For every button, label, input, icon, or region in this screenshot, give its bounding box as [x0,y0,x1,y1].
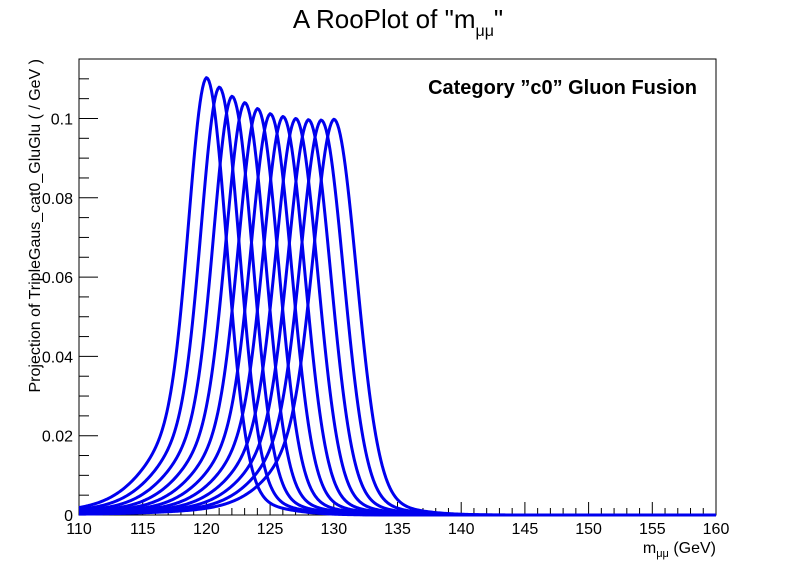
x-tick-label: 125 [257,521,284,538]
curve-m121 [78,85,717,517]
y-tick-label: 0.02 [42,429,73,446]
curve-m127 [78,116,717,517]
curve-m130 [78,117,717,517]
x-tick-label: 150 [575,521,602,538]
curve-m124 [78,107,717,517]
x-tick-label: 115 [130,521,156,538]
x-tick-label: 130 [320,521,347,538]
y-tick-label: 0.1 [51,111,73,128]
x-tick-label: 135 [384,521,411,538]
category-annotation: Category ”c0” Gluon Fusion [428,77,697,99]
x-tick-label: 120 [193,521,220,538]
curve-m120 [78,76,717,517]
x-tick-label: 155 [639,521,666,538]
curve-m123 [78,101,717,517]
y-axis: 0 0.02 0.04 0.06 0.08 0.1 [42,78,98,525]
y-tick-label: 0 [64,508,73,525]
y-tick-label: 0.04 [42,349,73,366]
x-tick-label: 140 [448,521,475,538]
curve-m128 [78,118,717,517]
chart-title: A RooPlot of "mμμ" [293,4,503,40]
plot-frame [78,58,717,516]
curve-m122 [78,94,717,517]
curve-m125 [78,112,717,517]
y-axis-label: Projection of TripleGaus_cat0_GluGlu ( /… [27,59,44,392]
y-tick-label: 0.06 [42,270,73,287]
curves [78,76,717,517]
x-tick-label: 110 [66,521,92,538]
y-tick-label: 0.08 [42,191,73,208]
curve-m129 [78,118,717,517]
x-tick-label: 145 [512,521,539,538]
x-tick-label: 160 [703,521,730,538]
curve-m126 [78,115,717,517]
x-axis-label: mμμ (GeV) [643,540,716,560]
